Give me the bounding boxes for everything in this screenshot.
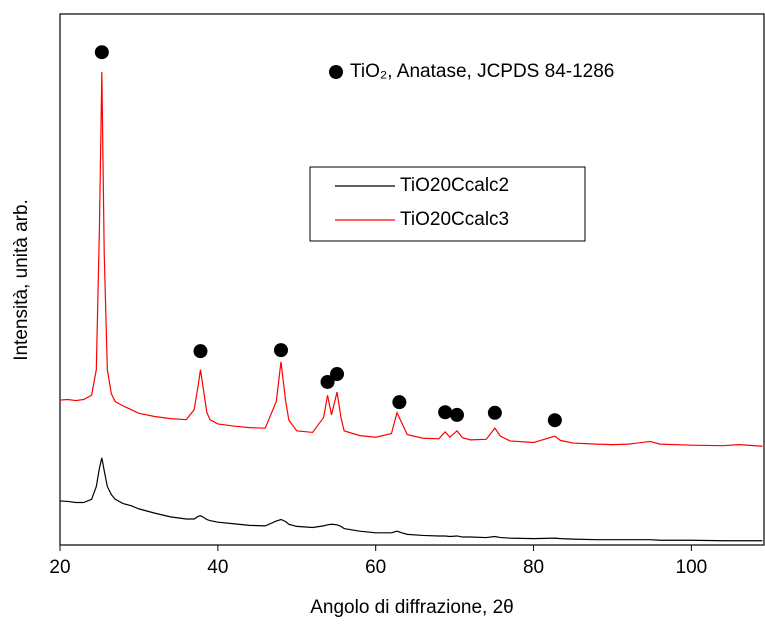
peak-marker [193,344,208,359]
peak-marker [438,405,453,420]
x-tick-label: 60 [365,557,386,578]
legend-box [309,166,586,242]
y-axis-label: Intensità, unità arb. [11,199,32,361]
peak-marker [547,413,562,428]
peak-marker [94,45,109,60]
legend-label: TiO20Ccalc3 [400,209,509,230]
data-line [59,71,763,447]
x-axis-label: Angolo di diffrazione, 2θ [310,597,514,618]
peak-marker [320,374,335,389]
legend-label: TiO20Ccalc2 [400,175,509,196]
data-line [59,457,763,542]
x-tick-label: 20 [49,557,70,578]
peak-marker [392,395,407,410]
annotation: TiO₂, Anatase, JCPDS 84-1286 [350,61,614,82]
peak-marker [449,407,464,422]
peak-marker [487,405,502,420]
annotation-marker [329,65,343,79]
peak-marker [273,343,288,358]
x-tick-label: 80 [523,557,544,578]
x-tick-label: 40 [207,557,228,578]
peak-marker [330,367,345,382]
x-tick-label: 100 [676,557,708,578]
plot-frame [59,13,765,546]
